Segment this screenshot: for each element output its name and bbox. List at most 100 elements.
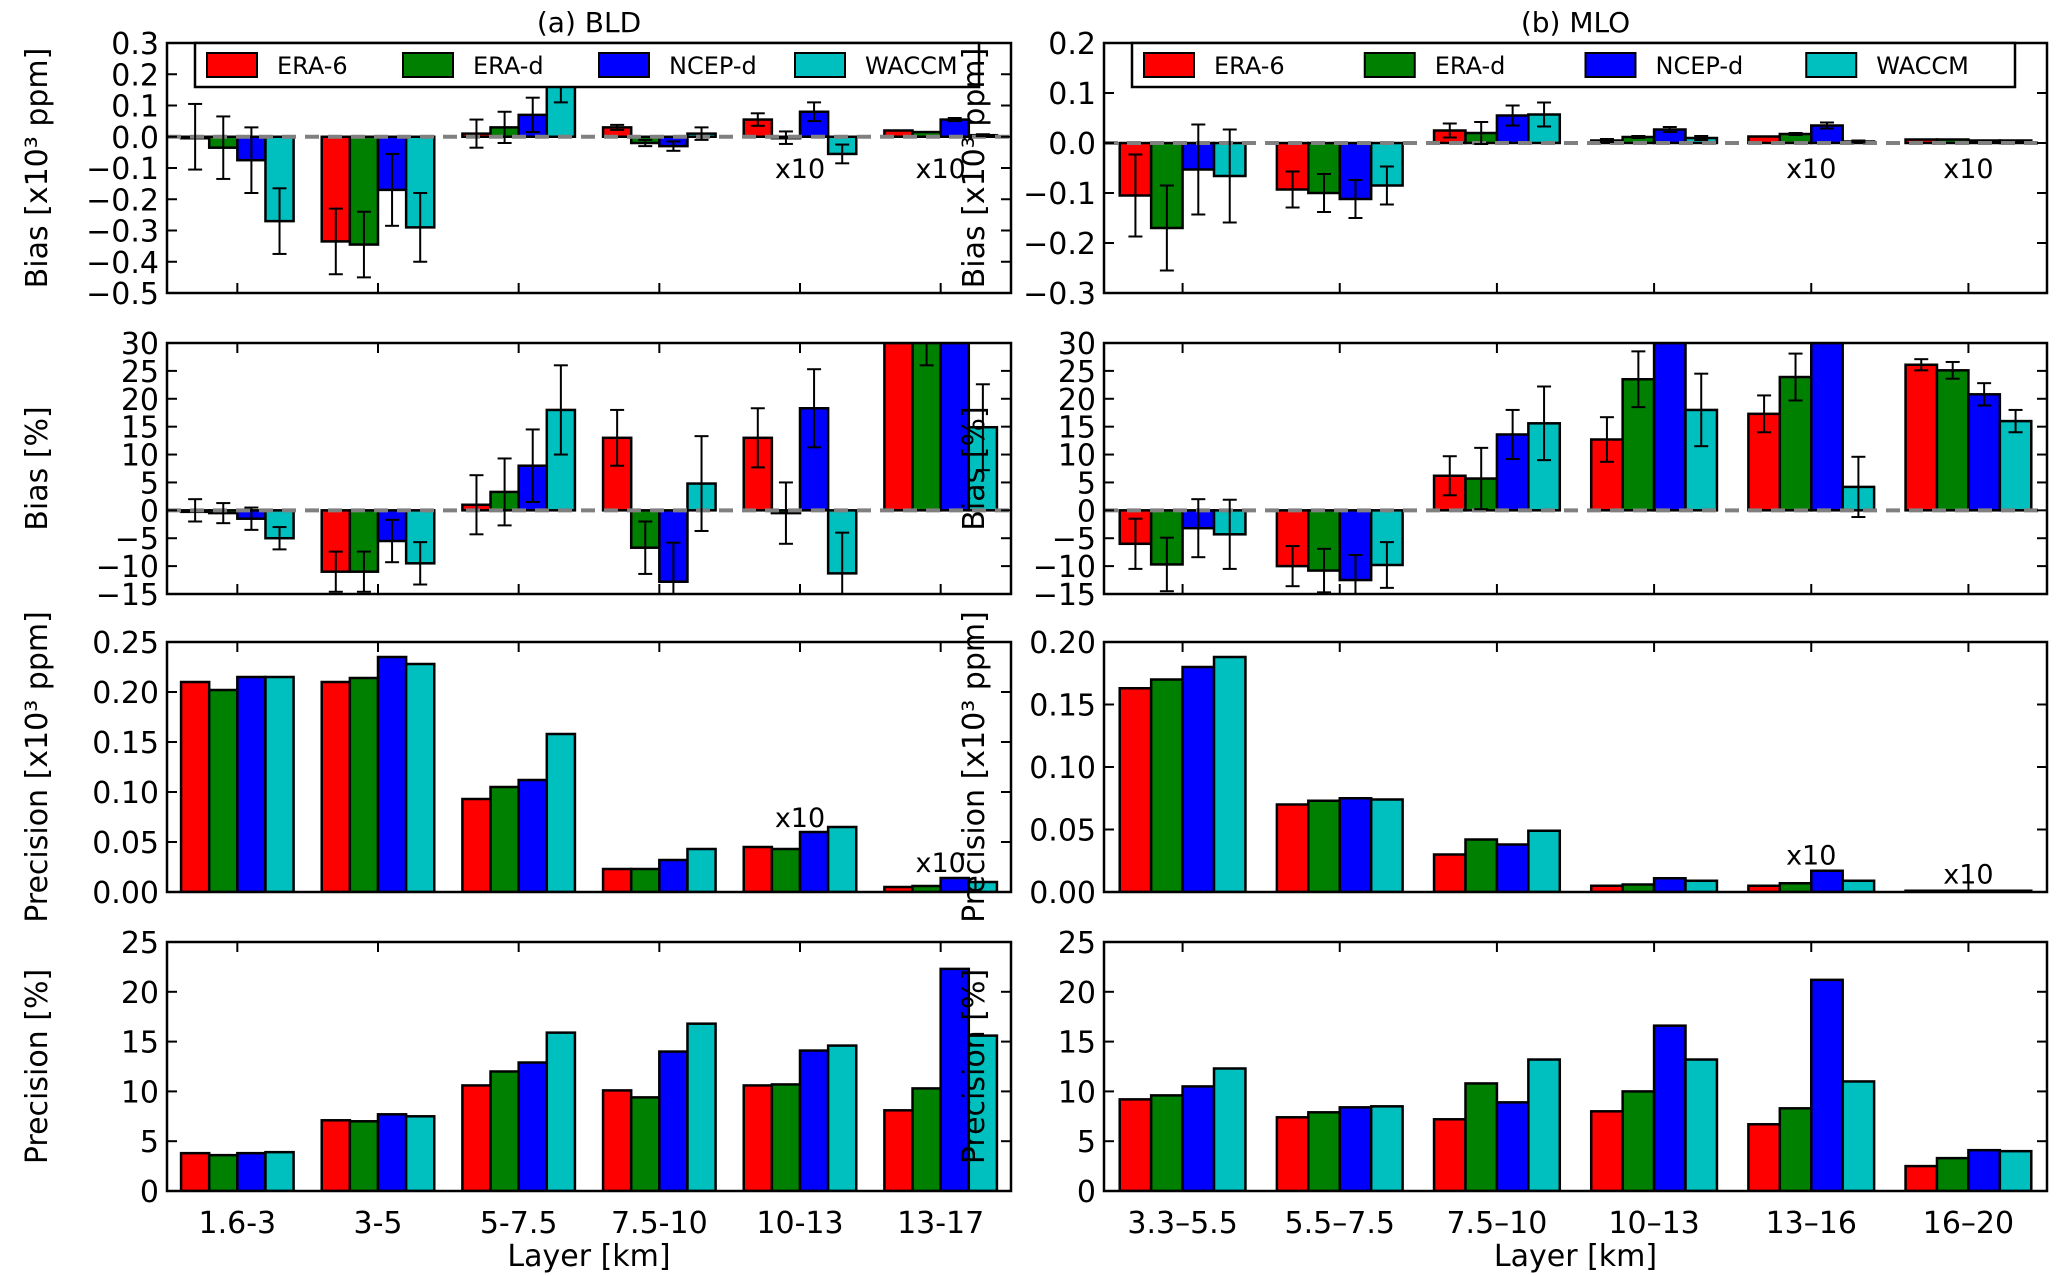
y-tick-label: 0 [1077,494,1096,529]
x-tick-label: 3.3–5.5 [1127,1206,1237,1241]
y-tick-label: 15 [121,1026,159,1061]
bar-era-6-4 [742,1084,774,1191]
error-bar-waccm-0 [272,526,287,551]
error-bar-ncep-d-2 [1505,104,1520,127]
error-bar-ncep-d-2 [525,96,540,134]
bar-waccm-5 [967,880,999,892]
y-tick-label: 15 [121,411,159,446]
scale-annotation: x10 [1943,154,1993,185]
y-tick-label: 0.15 [1029,689,1096,724]
error-bar-ncep-d-1 [1348,179,1363,219]
legend-label: WACCM [865,52,958,80]
y-tick-label: 0.25 [92,626,159,661]
y-tick-label: 15 [1058,1026,1096,1061]
bar-ncep-d-2 [517,778,549,892]
y-tick-label: 0.2 [111,58,159,93]
error-bar-ncep-d-0 [244,506,259,531]
y-tick-label: 0.20 [1029,626,1096,661]
bar-era-6-3 [601,1089,633,1191]
bar-ncep-d-0 [1181,665,1216,892]
bar-waccm-3 [686,847,717,892]
error-bar-waccm-2 [553,364,568,456]
bar-waccm-4 [1841,1080,1876,1191]
legend-swatch-era-6 [206,52,258,78]
bar-era-d-0 [1149,1094,1184,1191]
bar-era-6-0 [1118,1098,1153,1191]
y-tick-label: 0 [1077,1175,1096,1210]
error-bar-era-d-3 [1631,135,1646,139]
bar-ncep-d-2 [1495,1101,1530,1191]
y-tick-label: 0.1 [111,90,159,125]
bar-era-d-5 [911,343,942,512]
error-bar-era-6-0 [1128,153,1143,238]
bar-era-6-0 [1118,687,1153,892]
error-bar-era-6-5 [1914,358,1929,372]
error-bar-era-6-3 [610,123,625,131]
bar-waccm-3 [1684,1058,1719,1191]
plot-area [1104,101,2047,272]
bar-waccm-4 [826,825,858,892]
bar-ncep-d-0 [1181,1085,1216,1191]
chart-title: (a) BLD [537,6,641,39]
axes-frame [165,940,1013,1193]
x-axis-label: Layer [km] [507,1239,670,1274]
error-bar-waccm-2 [1537,385,1552,462]
y-tick-label: −5 [1052,522,1096,557]
bar-waccm-3 [1684,879,1719,892]
bar-era-d-1 [1307,1111,1341,1191]
y-tick-label: 0.15 [92,726,159,761]
bar-era-6-1 [320,1119,352,1191]
bar-era-d-0 [1149,678,1184,892]
error-bar-waccm-5 [975,383,990,472]
plot-area [167,343,1011,594]
bar-era-6-4 [742,845,774,892]
bar-era-6-5 [883,1109,914,1191]
y-tick-label: 5 [1077,466,1096,501]
error-bar-ncep-d-5 [1977,382,1992,407]
y-tick-label: −10 [1033,550,1096,585]
error-bar-era-d-5 [1945,360,1960,380]
y-tick-label: 30 [1058,327,1096,362]
bar-era-d-0 [207,1153,239,1191]
error-bar-era-d-0 [1159,536,1174,593]
legend-swatch-ncep-d [1584,52,1637,78]
legend-box [1130,41,2017,89]
error-bar-waccm-4 [835,531,850,594]
bar-era-d-4 [770,847,802,892]
error-bar-waccm-3 [1694,135,1709,141]
bar-ncep-d-1 [376,655,408,892]
bar-waccm-3 [686,1022,717,1191]
y-tick-label: 0 [140,1175,159,1210]
y-tick-label: 20 [1058,383,1096,418]
bar-waccm-2 [1527,1058,1562,1191]
y-tick-label: 10 [121,1075,159,1110]
y-tick-label: 30 [121,327,159,362]
error-bar-era-d-5 [919,343,934,367]
legend-label: ERA-d [1435,52,1506,80]
bar-ncep-d-4 [1810,978,1844,1191]
y-tick-label: 0 [140,494,159,529]
x-tick-label: 7.5-10 [611,1206,708,1241]
y-axis-label: Precision [x10³ ppm] [957,611,992,923]
error-bar-era-d-0 [216,115,231,180]
y-tick-label: 20 [121,383,159,418]
error-bar-era-d-3 [638,138,653,148]
error-bar-waccm-3 [694,435,709,532]
y-tick-label: 0.05 [92,826,159,861]
axes-frame [1102,341,2049,596]
error-bar-ncep-d-0 [244,126,259,194]
error-bar-era-6-2 [469,474,484,536]
error-bar-waccm-2 [1537,101,1552,128]
x-tick-label: 1.6-3 [199,1206,277,1241]
y-tick-label: 20 [1058,976,1096,1011]
error-bar-era-6-2 [469,118,484,149]
bar-waccm-4 [1841,879,1876,892]
legend-swatch-era-6 [1143,52,1195,78]
plot-area [1104,343,2047,594]
bar-waccm-1 [404,1115,436,1191]
bar-ncep-d-3 [1652,343,1687,512]
y-tick-label: 0.00 [92,876,159,911]
